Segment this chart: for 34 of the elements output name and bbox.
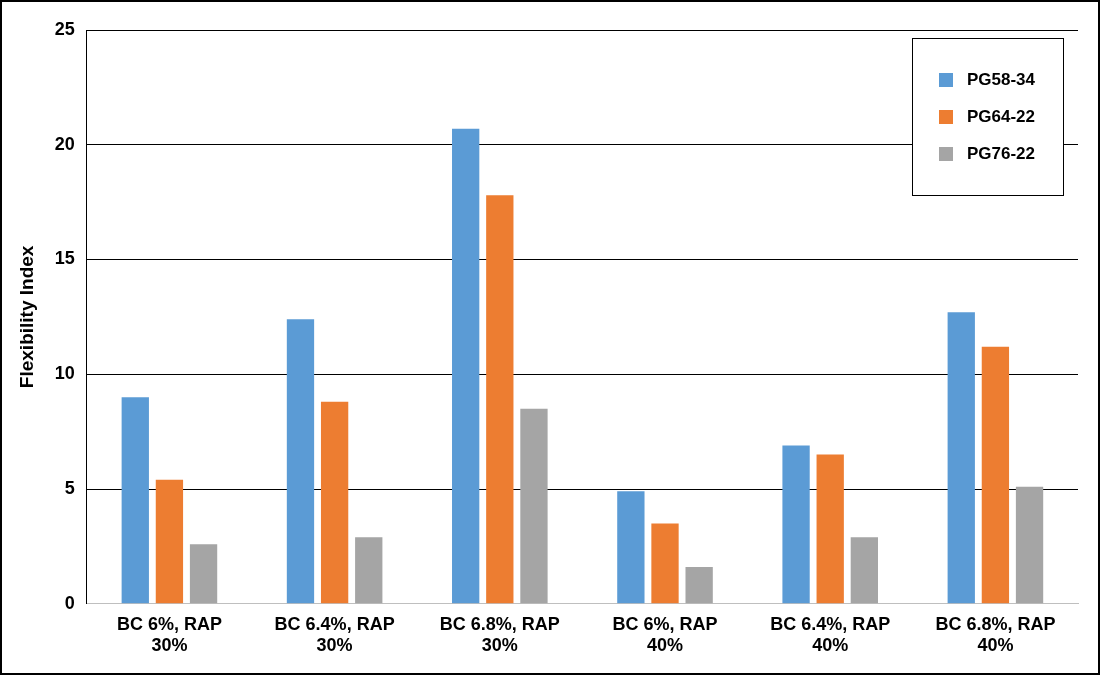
y-axis-title: Flexibility Index — [15, 245, 37, 389]
y-tick-label: 5 — [64, 478, 75, 499]
bar — [486, 195, 514, 604]
bar — [189, 544, 218, 604]
bar — [286, 319, 315, 604]
y-tick-label: 10 — [54, 363, 75, 384]
y-tick-label: 15 — [54, 248, 75, 269]
bar — [355, 537, 383, 604]
bar — [850, 537, 878, 604]
legend-label: PG76-22 — [966, 144, 1035, 164]
bar — [155, 479, 184, 604]
bar — [981, 346, 1010, 604]
y-tick-label: 20 — [54, 133, 75, 154]
y-tick-label: 25 — [54, 18, 75, 39]
bar — [121, 397, 149, 604]
bar — [1015, 486, 1044, 604]
x-tick-label: BC 6.8%, RAP 30% — [439, 613, 560, 656]
bar — [617, 491, 645, 604]
x-tick-label: BC 6%, RAP 30% — [116, 613, 222, 656]
bar — [520, 408, 548, 604]
bar — [651, 523, 679, 604]
y-tick-label: 0 — [64, 592, 75, 613]
bar — [452, 128, 480, 604]
bar — [782, 445, 810, 604]
x-tick-label: BC 6.4%, RAP 40% — [770, 613, 891, 656]
bar — [947, 312, 975, 604]
legend-label: PG64-22 — [966, 107, 1035, 127]
bar — [320, 401, 349, 604]
x-tick-label: BC 6.4%, RAP 30% — [274, 613, 395, 656]
bar — [685, 567, 713, 604]
bar — [816, 454, 844, 604]
x-tick-label: BC 6.8%, RAP 40% — [935, 613, 1056, 656]
x-tick-label: BC 6%, RAP 40% — [612, 613, 718, 656]
legend-label: PG58-34 — [966, 70, 1035, 90]
